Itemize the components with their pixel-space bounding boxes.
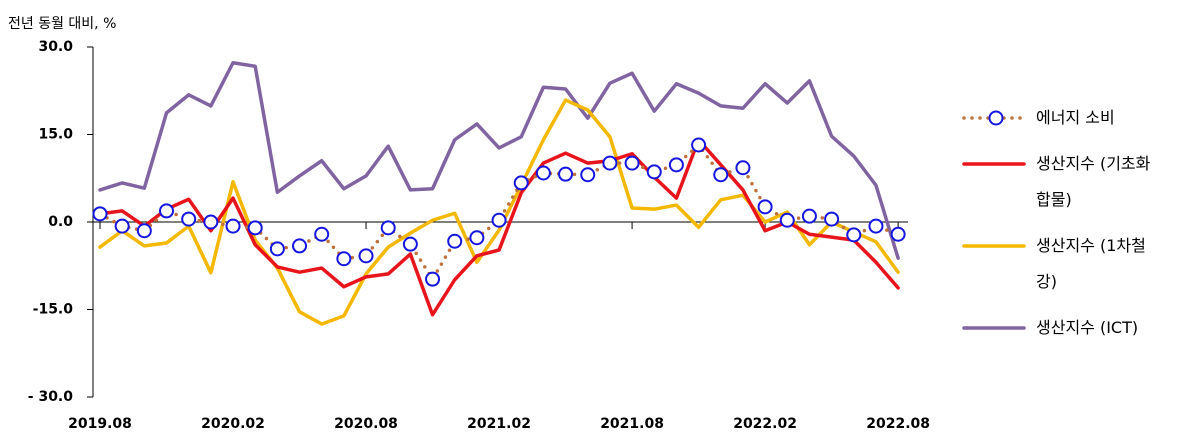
marker <box>314 226 330 242</box>
x-tick-label: 2020.08 <box>334 416 398 432</box>
marker <box>269 241 285 257</box>
x-tick-label: 2021.08 <box>600 416 664 432</box>
marker <box>558 166 574 182</box>
series-line <box>98 98 900 326</box>
marker <box>380 220 396 236</box>
marker <box>624 155 640 171</box>
legend-label: 생산지수 (1차철강) <box>1036 236 1146 291</box>
legend-label: 생산지수 (기초화합물) <box>1036 154 1151 209</box>
marker <box>646 164 662 180</box>
marker <box>735 160 751 176</box>
legend-label: 생산지수 (ICT) <box>1036 318 1139 337</box>
marker <box>159 203 175 219</box>
marker <box>447 233 463 249</box>
marker <box>824 211 840 227</box>
legend-swatch <box>962 326 1026 330</box>
marker <box>890 226 906 242</box>
marker <box>757 199 773 215</box>
x-tick-label: 2022.02 <box>733 416 797 432</box>
marker <box>336 251 352 267</box>
marker <box>358 248 374 264</box>
legend-item: 생산지수 (ICT) <box>958 310 1168 346</box>
series-line <box>98 143 900 281</box>
marker <box>402 236 418 252</box>
marker <box>136 223 152 239</box>
marker <box>580 167 596 183</box>
marker <box>181 211 197 227</box>
marker <box>225 218 241 234</box>
legend-swatch <box>962 162 1026 166</box>
y-tick-label: 30.0 <box>38 39 73 55</box>
series-line <box>98 61 900 260</box>
x-tick-label: 2022.08 <box>866 416 930 432</box>
y-tick-label: -15.0 <box>33 302 74 318</box>
marker <box>247 220 263 236</box>
marker <box>779 212 795 228</box>
x-tick-label: 2021.02 <box>467 416 531 432</box>
y-tick-label: 15.0 <box>38 127 73 143</box>
marker <box>203 214 219 230</box>
legend-label: 에너지 소비 <box>1036 108 1115 127</box>
series-line <box>98 138 900 317</box>
marker <box>491 212 507 228</box>
legend-marker <box>988 110 1004 126</box>
legend-swatch <box>962 110 1026 126</box>
marker <box>469 230 485 246</box>
legend-item: 생산지수 (기초화합물) <box>958 146 1168 218</box>
marker <box>92 206 108 222</box>
x-tick-label: 2019.08 <box>68 416 132 432</box>
marker <box>691 137 707 153</box>
marker <box>513 175 529 191</box>
x-tick-label: 2020.02 <box>201 416 265 432</box>
legend-swatch <box>962 244 1026 248</box>
marker <box>846 227 862 243</box>
marker <box>713 167 729 183</box>
y-tick-label: - 30.0 <box>28 389 73 405</box>
axis-title: 전년 동월 대비, % <box>8 16 116 32</box>
marker <box>535 165 551 181</box>
marker <box>425 271 441 287</box>
marker <box>868 218 884 234</box>
y-tick-label: 0.0 <box>48 214 73 230</box>
legend-item: 에너지 소비 <box>958 100 1168 136</box>
legend-item: 생산지수 (1차철강) <box>958 228 1168 300</box>
marker <box>801 208 817 224</box>
marker <box>292 238 308 254</box>
marker <box>602 155 618 171</box>
marker <box>114 218 130 234</box>
marker <box>668 157 684 173</box>
